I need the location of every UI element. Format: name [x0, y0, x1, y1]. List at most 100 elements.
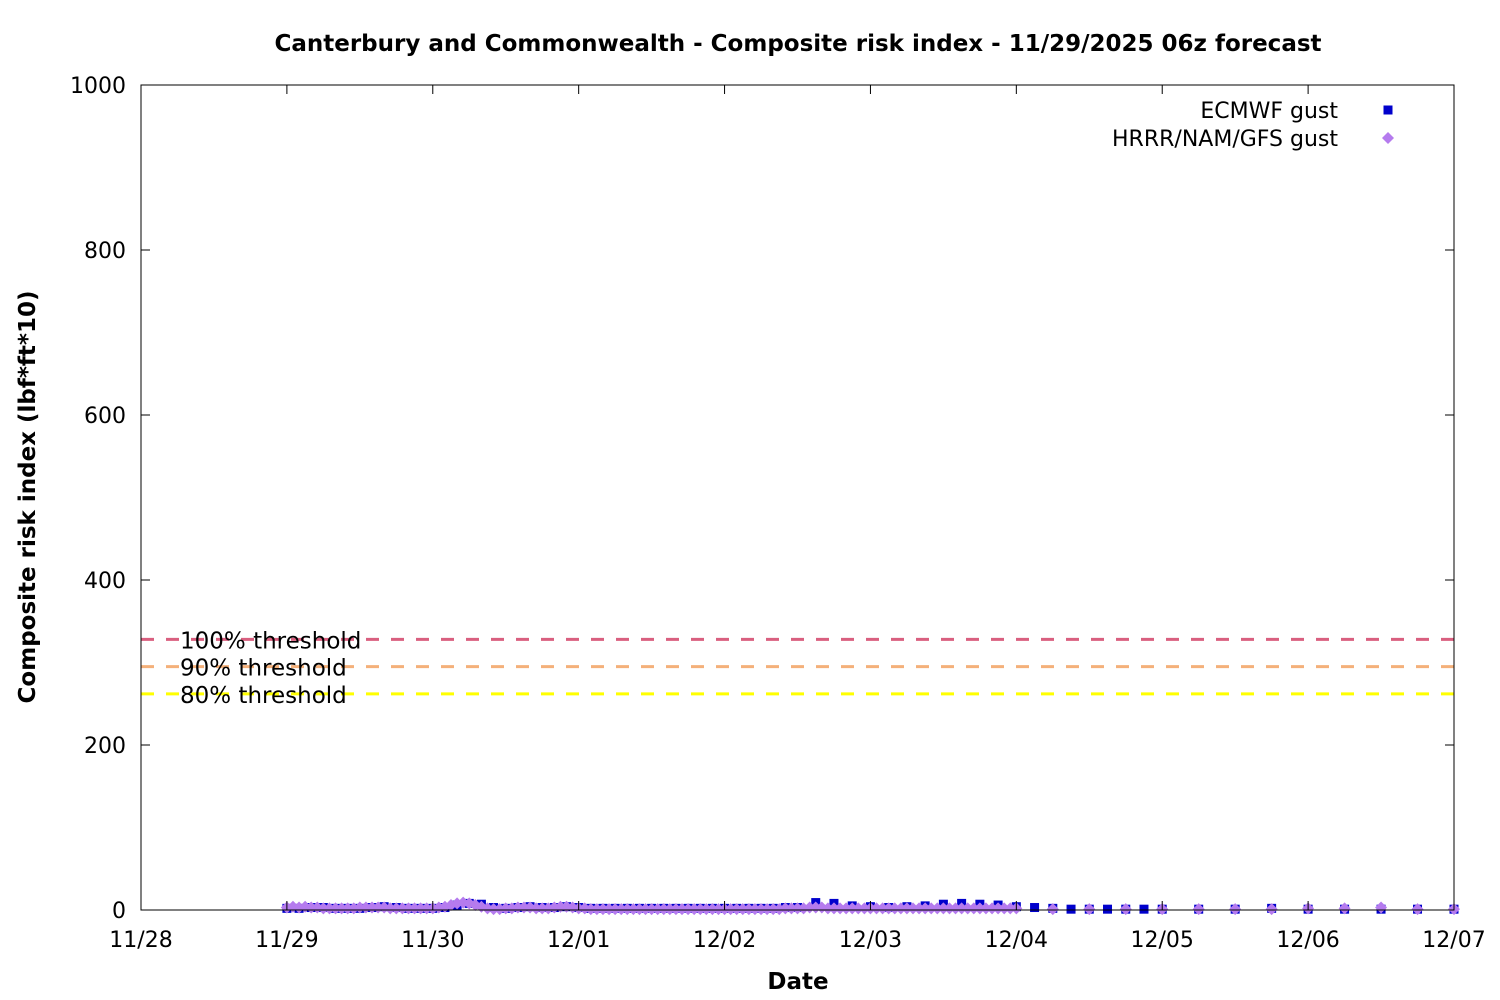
- hrrr-point: [809, 901, 822, 914]
- hrrr-point: [402, 902, 415, 915]
- x-tick-label: 11/30: [401, 928, 464, 953]
- hrrr-point: [396, 902, 409, 915]
- hrrr-point: [633, 903, 646, 916]
- hrrr-point: [372, 901, 385, 914]
- x-tick-label: 12/03: [839, 928, 902, 953]
- threshold-label: 100% threshold: [180, 628, 361, 654]
- hrrr-point: [657, 903, 670, 916]
- hrrr-point: [365, 901, 378, 914]
- y-tick-label: 0: [112, 899, 126, 924]
- hrrr-point: [937, 902, 950, 915]
- x-tick-label: 12/04: [985, 928, 1048, 953]
- hrrr-point: [536, 902, 549, 915]
- hrrr-point: [931, 902, 944, 915]
- hrrr-point: [973, 902, 986, 915]
- hrrr-point: [627, 903, 640, 916]
- ecmwf-point: [1030, 903, 1040, 913]
- hrrr-point: [961, 902, 974, 915]
- hrrr-point: [420, 902, 433, 915]
- hrrr-point: [499, 902, 512, 915]
- hrrr-point: [840, 902, 853, 915]
- hrrr-point: [1004, 902, 1017, 915]
- hrrr-point: [706, 903, 719, 916]
- y-tick-label: 400: [84, 569, 126, 594]
- hrrr-point: [888, 902, 901, 915]
- hrrr-point: [487, 903, 500, 916]
- hrrr-point: [779, 902, 792, 915]
- y-tick-label: 200: [84, 734, 126, 759]
- legend-marker: [1383, 105, 1393, 115]
- hrrr-point: [755, 903, 768, 916]
- hrrr-point: [949, 902, 962, 915]
- hrrr-point: [761, 903, 774, 916]
- legend-label: HRRR/NAM/GFS gust: [1112, 127, 1338, 152]
- hrrr-point: [408, 902, 421, 915]
- chart-title: Canterbury and Commonwealth - Composite …: [274, 31, 1321, 57]
- hrrr-point: [645, 903, 658, 916]
- hrrr-point: [323, 902, 336, 915]
- hrrr-point: [858, 902, 871, 915]
- hrrr-point: [724, 903, 737, 916]
- hrrr-point: [651, 903, 664, 916]
- ecmwf-point: [1139, 904, 1149, 914]
- hrrr-point: [1192, 903, 1205, 916]
- hrrr-point: [590, 903, 603, 916]
- hrrr-point: [913, 902, 926, 915]
- hrrr-point: [511, 901, 524, 914]
- hrrr-point: [669, 903, 682, 916]
- hrrr-point: [639, 903, 652, 916]
- x-axis-label: Date: [767, 969, 828, 995]
- hrrr-point: [384, 902, 397, 915]
- hrrr-point: [730, 903, 743, 916]
- hrrr-point: [603, 903, 616, 916]
- hrrr-point: [1229, 903, 1242, 916]
- ecmwf-point: [1103, 904, 1113, 914]
- hrrr-point: [992, 902, 1005, 915]
- hrrr-point: [785, 902, 798, 915]
- hrrr-point: [925, 902, 938, 915]
- y-tick-label: 800: [84, 239, 126, 264]
- hrrr-point: [955, 902, 968, 915]
- hrrr-point: [852, 902, 865, 915]
- threshold-label: 90% threshold: [180, 656, 347, 682]
- hrrr-point: [609, 903, 622, 916]
- x-tick-label: 12/06: [1276, 928, 1339, 953]
- hrrr-point: [584, 903, 597, 916]
- hrrr-point: [846, 902, 859, 915]
- hrrr-point: [353, 901, 366, 914]
- threshold-label: 80% threshold: [180, 683, 347, 709]
- hrrr-point: [742, 903, 755, 916]
- x-tick-label: 11/29: [255, 928, 318, 953]
- axis-ticks: 11/28 11/29 11/30 12/01 12/02 12/03 12/04 12/05…: [70, 74, 1486, 953]
- legend-marker: [1382, 132, 1394, 144]
- hrrr-point: [335, 902, 348, 915]
- y-tick-label: 1000: [70, 74, 126, 99]
- hrrr-point: [882, 902, 895, 915]
- hrrr-point: [803, 901, 816, 914]
- hrrr-point: [329, 902, 342, 915]
- hrrr-point: [736, 903, 749, 916]
- plot-frame: [140, 84, 1455, 911]
- hrrr-point: [791, 902, 804, 915]
- hrrr-point: [615, 903, 628, 916]
- x-tick-label: 12/02: [693, 928, 756, 953]
- hrrr-point: [390, 902, 403, 915]
- ecmwf-point: [1066, 904, 1076, 914]
- hrrr-point: [979, 902, 992, 915]
- x-tick-label: 12/05: [1131, 928, 1194, 953]
- hrrr-point: [998, 902, 1011, 915]
- hrrr-point: [748, 903, 761, 916]
- hrrr-point: [359, 901, 372, 914]
- hrrr-point: [1119, 903, 1132, 916]
- hrrr-point: [682, 903, 695, 916]
- x-tick-label: 11/28: [109, 928, 172, 953]
- hrrr-point: [894, 902, 907, 915]
- hrrr-point: [712, 903, 725, 916]
- threshold-lines: [141, 637, 1454, 696]
- hrrr-point: [414, 902, 427, 915]
- hrrr-point: [967, 902, 980, 915]
- hrrr-point: [1375, 901, 1388, 914]
- legend: ECMWF gust HRRR/NAM/GFS gust: [1112, 99, 1394, 152]
